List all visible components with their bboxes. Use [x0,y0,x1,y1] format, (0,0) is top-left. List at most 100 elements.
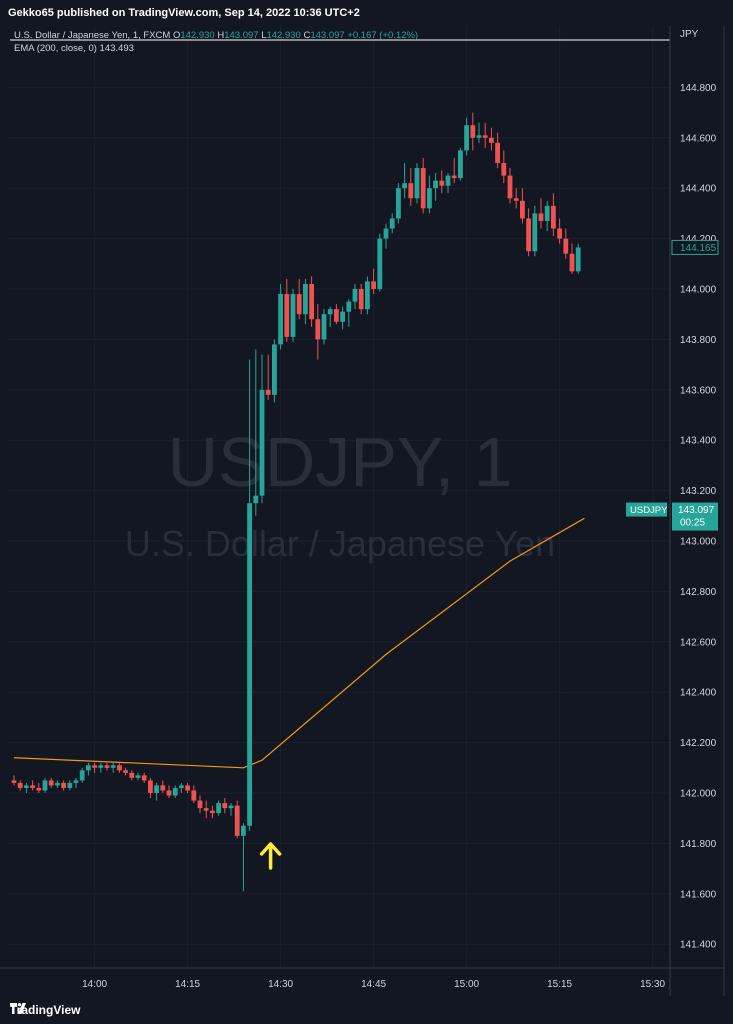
candle-body[interactable] [520,200,525,219]
candle-body[interactable] [166,790,172,796]
candle-body[interactable] [272,344,277,395]
candle-body[interactable] [365,281,370,310]
candle-body[interactable] [501,163,507,176]
candle-body[interactable] [61,782,66,788]
candle-body[interactable] [228,805,234,809]
candle-body[interactable] [315,319,321,340]
candle-body[interactable] [551,205,556,229]
candle-body[interactable] [79,770,85,781]
candle-body[interactable] [526,218,531,252]
candle-body[interactable] [451,175,457,179]
candle-body[interactable] [371,281,376,289]
candle-body[interactable] [185,785,190,791]
candle-body[interactable] [123,770,128,773]
candle-body[interactable] [389,218,395,229]
candle-body[interactable] [265,389,271,395]
symbol-tag[interactable] [626,502,667,517]
candle-body[interactable] [110,765,116,768]
candle-body[interactable] [30,785,35,788]
candle-body[interactable] [148,780,153,793]
candle-body[interactable] [241,825,246,836]
candle-body[interactable] [507,175,513,199]
candle-body[interactable] [427,188,432,209]
candle-body[interactable] [321,314,327,340]
candle-body[interactable] [476,135,482,138]
candle-body[interactable] [92,765,97,768]
candle-body[interactable] [197,800,203,809]
last-price-tag[interactable] [671,239,719,255]
candle-body[interactable] [575,247,581,272]
candle-body[interactable] [117,765,122,771]
candle-body[interactable] [557,228,562,239]
tradingview-logo[interactable]: TradingView [10,1003,80,1017]
candle-body[interactable] [160,785,166,791]
candle-body[interactable] [141,775,147,781]
candle-body[interactable] [42,780,48,791]
candle-body[interactable] [352,289,358,302]
symbol-price-tag[interactable] [672,502,718,531]
candle-body[interactable] [36,787,42,791]
candle-body[interactable] [48,780,54,786]
candle-body[interactable] [420,168,426,209]
candle-body[interactable] [303,283,308,315]
chart-area[interactable]: USDJPY, 1 U.S. Dollar / Japanese Yen JPY 14… [0,26,733,996]
candle-body[interactable] [203,808,209,811]
candle-body[interactable] [358,289,364,310]
candle-body[interactable] [495,142,500,163]
candlestick-chart[interactable]: USDJPY, 1 U.S. Dollar / Japanese Yen JPY 14… [0,26,733,996]
candle-body[interactable] [464,125,469,151]
candle-body[interactable] [296,294,302,315]
candle-body[interactable] [414,168,420,199]
candle-body[interactable] [532,213,538,252]
candle-body[interactable] [346,301,352,312]
candle-body[interactable] [327,309,333,315]
candle-body[interactable] [433,180,438,189]
candle-body[interactable] [191,790,197,801]
candle-body[interactable] [309,283,314,320]
candle-body[interactable] [17,782,23,788]
candle-body[interactable] [179,785,184,788]
ema-legend[interactable]: EMA (200, close, 0) 143.493 [14,43,134,54]
candle-body[interactable] [489,137,494,143]
candle-body[interactable] [513,198,519,201]
candle-body[interactable] [98,765,104,768]
candle-body[interactable] [234,805,240,836]
candle-body[interactable] [383,228,389,239]
candle-body[interactable] [135,775,141,778]
candle-body[interactable] [334,309,339,322]
candle-body[interactable] [482,135,488,138]
candle-body[interactable] [129,772,135,778]
candle-body[interactable] [377,238,383,289]
candle-body[interactable] [247,503,252,826]
candle-body[interactable] [24,785,29,788]
candle-body[interactable] [259,389,265,496]
symbol-legend[interactable]: U.S. Dollar / Japanese Yen, 1, FXCM O142… [14,30,418,41]
candle-body[interactable] [402,183,407,189]
candle-body[interactable] [55,782,60,786]
candle-body[interactable] [284,294,290,337]
candle-body[interactable] [458,150,463,179]
candle-body[interactable] [290,294,296,337]
candle-body[interactable] [470,125,476,138]
candle-body[interactable] [86,765,91,771]
candle-body[interactable] [172,787,178,796]
candle-body[interactable] [278,294,283,345]
candle-body[interactable] [216,803,221,814]
candle-body[interactable] [445,175,451,186]
candle-body[interactable] [67,782,73,788]
candle-body[interactable] [253,495,259,504]
candle-body[interactable] [11,780,17,783]
candle-body[interactable] [396,188,401,219]
candle-body[interactable] [154,785,159,793]
candle-body[interactable] [544,205,550,221]
candle-body[interactable] [222,803,228,809]
candle-body[interactable] [439,180,445,186]
candle-body[interactable] [408,183,414,199]
candle-body[interactable] [210,810,215,814]
candle-body[interactable] [569,253,575,272]
candle-body[interactable] [104,765,110,768]
candle-body[interactable] [538,213,544,221]
candle-body[interactable] [563,238,569,254]
candle-body[interactable] [340,311,345,322]
candle-body[interactable] [73,780,79,783]
